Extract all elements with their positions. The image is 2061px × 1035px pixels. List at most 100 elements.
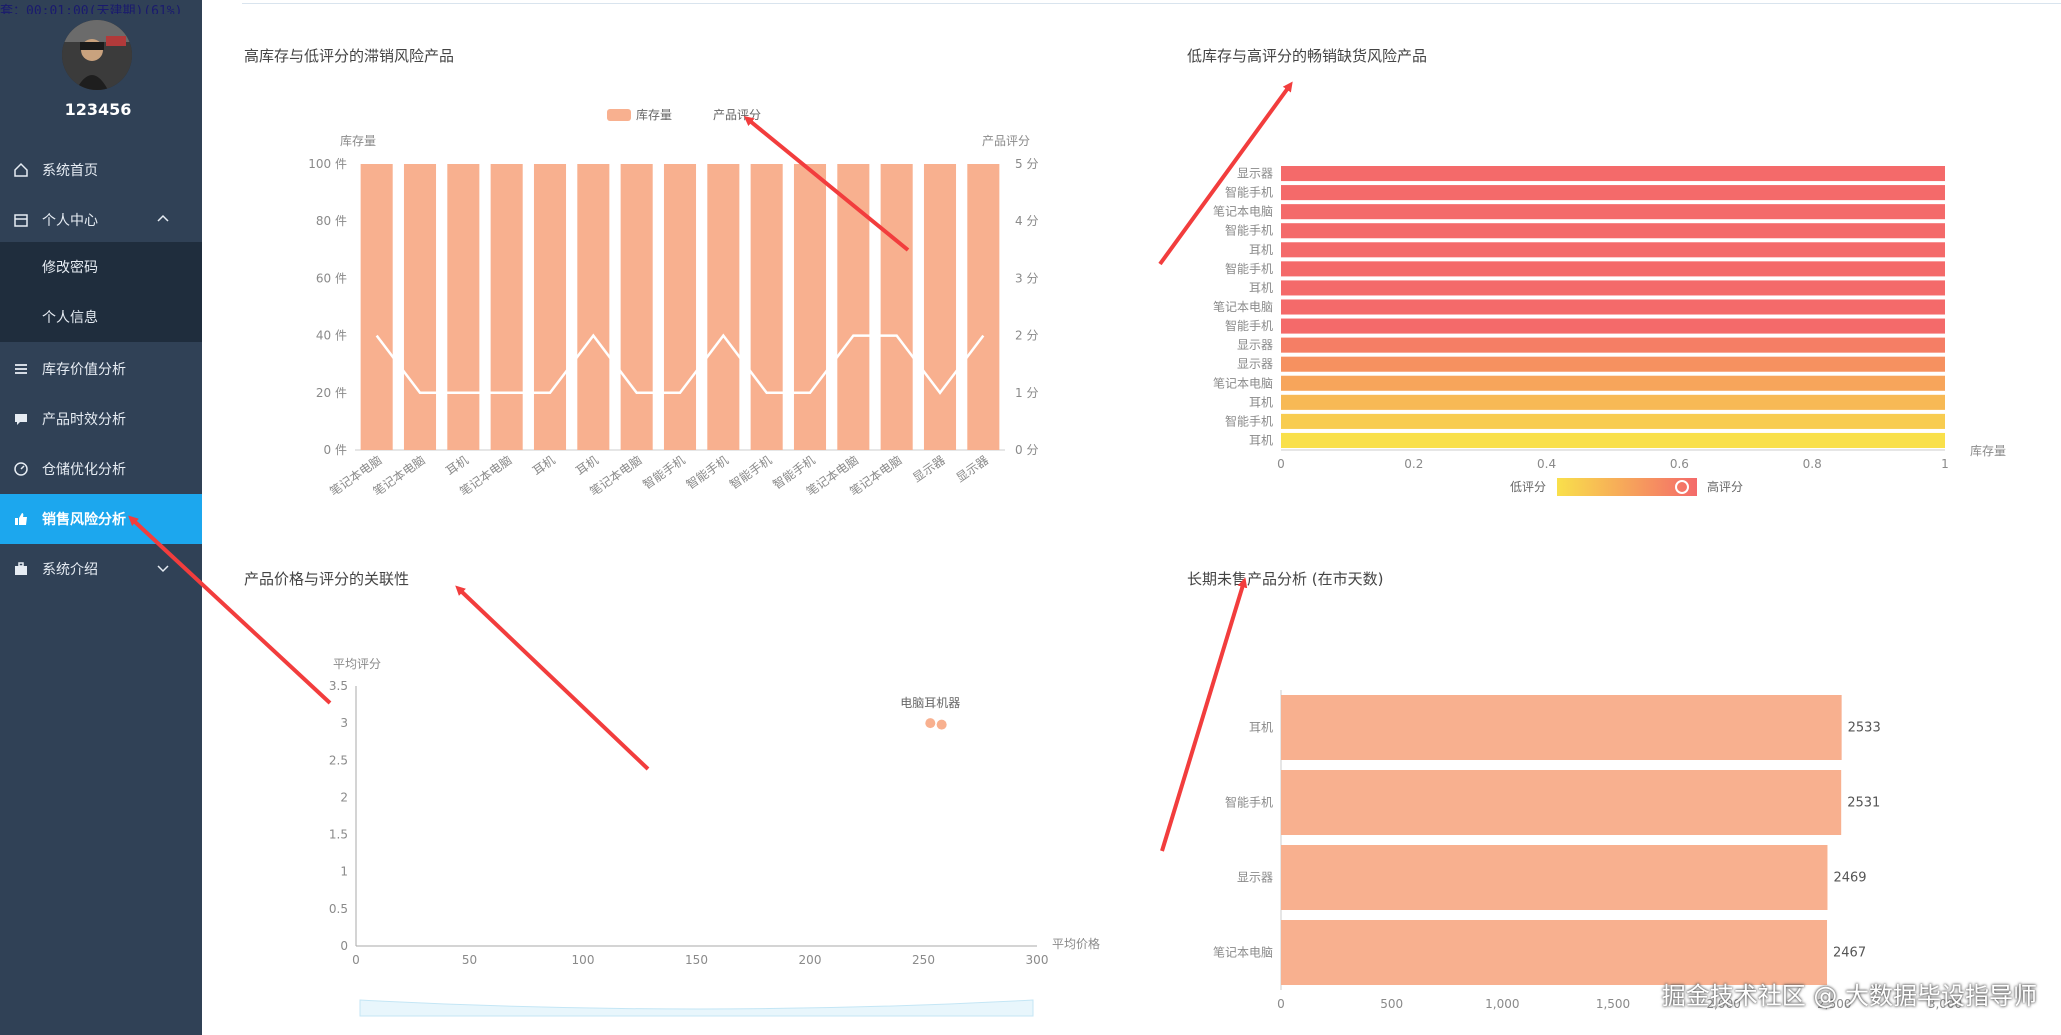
- bar: [1281, 204, 1945, 220]
- sidebar-item-label: 系统首页: [42, 163, 98, 179]
- bar-value-label: 2533: [1848, 721, 1881, 736]
- x-tick-label: 150: [685, 953, 708, 967]
- x-tick-label: 2,000: [1706, 997, 1740, 1011]
- chart-title-unsold-days: 长期未售产品分析 (在市天数): [1187, 570, 1384, 588]
- y-tick-label: 笔记本电脑: [1213, 945, 1273, 960]
- x-tick-label: 100: [572, 953, 595, 967]
- y-left-tick-label: 100 件: [308, 157, 347, 171]
- y-tick-label: 耳机: [1249, 721, 1273, 735]
- visual-map-high-label: 高评分: [1707, 479, 1743, 494]
- y-left-tick-label: 20 件: [316, 386, 347, 400]
- bar: [490, 164, 523, 450]
- bar: [967, 164, 1000, 450]
- x-tick-label: 250: [912, 953, 935, 967]
- y-tick-label: 2.5: [329, 753, 348, 767]
- y-left-tick-label: 0 件: [324, 443, 347, 457]
- bar: [1281, 356, 1945, 372]
- sidebar: 套：00:01:00(天建期)(61%) 123456 系统首页 个人中心 修改…: [0, 0, 202, 1035]
- y-right-tick-label: 0 分: [1015, 443, 1038, 457]
- bar: [360, 164, 393, 450]
- sidebar-item-inventory-value[interactable]: 库存价值分析: [0, 344, 202, 394]
- x-tick-label: 3,000: [1928, 997, 1962, 1011]
- sidebar-item-warehouse-optimization[interactable]: 仓储优化分析: [0, 444, 202, 494]
- x-tick-label: 0.4: [1537, 457, 1556, 471]
- avatar[interactable]: [62, 20, 132, 90]
- sidebar-item-label: 产品时效分析: [42, 412, 126, 428]
- x-tick-label: 2,500: [1817, 997, 1851, 1011]
- bar: [1281, 166, 1945, 182]
- scatter-point-label: 电脑耳机器: [900, 696, 960, 710]
- y-tick-label: 笔记本电脑: [1213, 299, 1273, 314]
- bar: [1281, 432, 1945, 448]
- bar-value-label: 2467: [1833, 946, 1866, 961]
- sidebar-item-change-password[interactable]: 修改密码: [42, 260, 98, 276]
- bar: [1281, 337, 1945, 353]
- chart-title-stockout-risk: 低库存与高评分的畅销缺货风险产品: [1187, 47, 1428, 65]
- x-tick-label: 0: [352, 953, 360, 967]
- gauge-icon: [0, 461, 42, 477]
- y-tick-label: 3.5: [329, 679, 348, 693]
- sidebar-item-home[interactable]: 系统首页: [0, 145, 202, 195]
- y-tick-label: 2: [340, 790, 348, 804]
- visual-map-bar: [1557, 478, 1697, 496]
- sidebar-item-personal-info[interactable]: 个人信息: [42, 310, 98, 326]
- y-tick-label: 耳机: [1249, 281, 1273, 295]
- bar: [923, 164, 957, 450]
- x-tick-label: 500: [1380, 997, 1403, 1011]
- y-tick-label: 智能手机: [1225, 795, 1273, 810]
- y-tick-label: 0: [340, 939, 348, 953]
- x-axis-label: 库存量: [1970, 443, 2006, 458]
- rating-line: [375, 333, 985, 395]
- y-tick-label: 1.5: [329, 828, 348, 842]
- bar: [533, 164, 567, 450]
- bar: [447, 164, 480, 450]
- bar: [1281, 185, 1945, 201]
- bar: [1281, 261, 1945, 277]
- bar: [1281, 242, 1945, 258]
- submenu-personal-center: 修改密码 个人信息: [0, 242, 202, 342]
- y-tick-label: 显示器: [1237, 338, 1273, 352]
- x-tick-label: 1,500: [1596, 997, 1630, 1011]
- x-axis-label: 平均价格: [1052, 936, 1100, 951]
- sidebar-item-label: 个人中心: [42, 213, 98, 229]
- bar: [1281, 299, 1945, 315]
- y-left-tick-label: 80 件: [316, 214, 347, 228]
- sidebar-item-label: 系统介绍: [42, 562, 98, 578]
- y-tick-label: 耳机: [1249, 433, 1273, 447]
- bar: [1281, 770, 1842, 835]
- sidebar-item-product-timeliness[interactable]: 产品时效分析: [0, 394, 202, 444]
- visual-map-handle: [1675, 480, 1689, 494]
- y-left-tick-label: 40 件: [316, 329, 347, 343]
- x-tick-label: 0.2: [1404, 457, 1423, 471]
- legend-label-stock: 库存量: [636, 107, 672, 122]
- scatter-point: [936, 719, 947, 730]
- chevron-up-icon: [156, 212, 170, 230]
- bar: [577, 164, 610, 450]
- bar: [1281, 318, 1945, 334]
- x-tick-label: 200: [799, 953, 822, 967]
- data-zoom-slider: [359, 999, 1034, 1017]
- thumbs-up-icon: [0, 511, 42, 527]
- x-tick-label: 0.6: [1670, 457, 1689, 471]
- x-tick-label: 50: [462, 953, 477, 967]
- y-right-tick-label: 2 分: [1015, 329, 1038, 343]
- y-right-tick-label: 3 分: [1015, 271, 1038, 285]
- status-line: 套：00:01:00(天建期)(61%): [0, 4, 183, 14]
- x-tick-label: 1: [1941, 457, 1949, 471]
- y-tick-label: 智能手机: [1225, 318, 1273, 333]
- home-icon: [0, 162, 42, 178]
- bar: [1281, 695, 1842, 760]
- bar-value-label: 2469: [1833, 871, 1866, 886]
- bar: [1281, 845, 1828, 910]
- sidebar-item-personal-center[interactable]: 个人中心: [0, 195, 202, 245]
- y-axis-label: 平均评分: [333, 657, 381, 671]
- x-tick-label: 0.8: [1803, 457, 1822, 471]
- y-right-tick-label: 5 分: [1015, 157, 1038, 171]
- y-right-tick-label: 1 分: [1015, 386, 1038, 400]
- bar: [1281, 280, 1945, 296]
- bar-value-label: 2531: [1847, 796, 1880, 811]
- y-tick-label: 显示器: [1237, 871, 1273, 885]
